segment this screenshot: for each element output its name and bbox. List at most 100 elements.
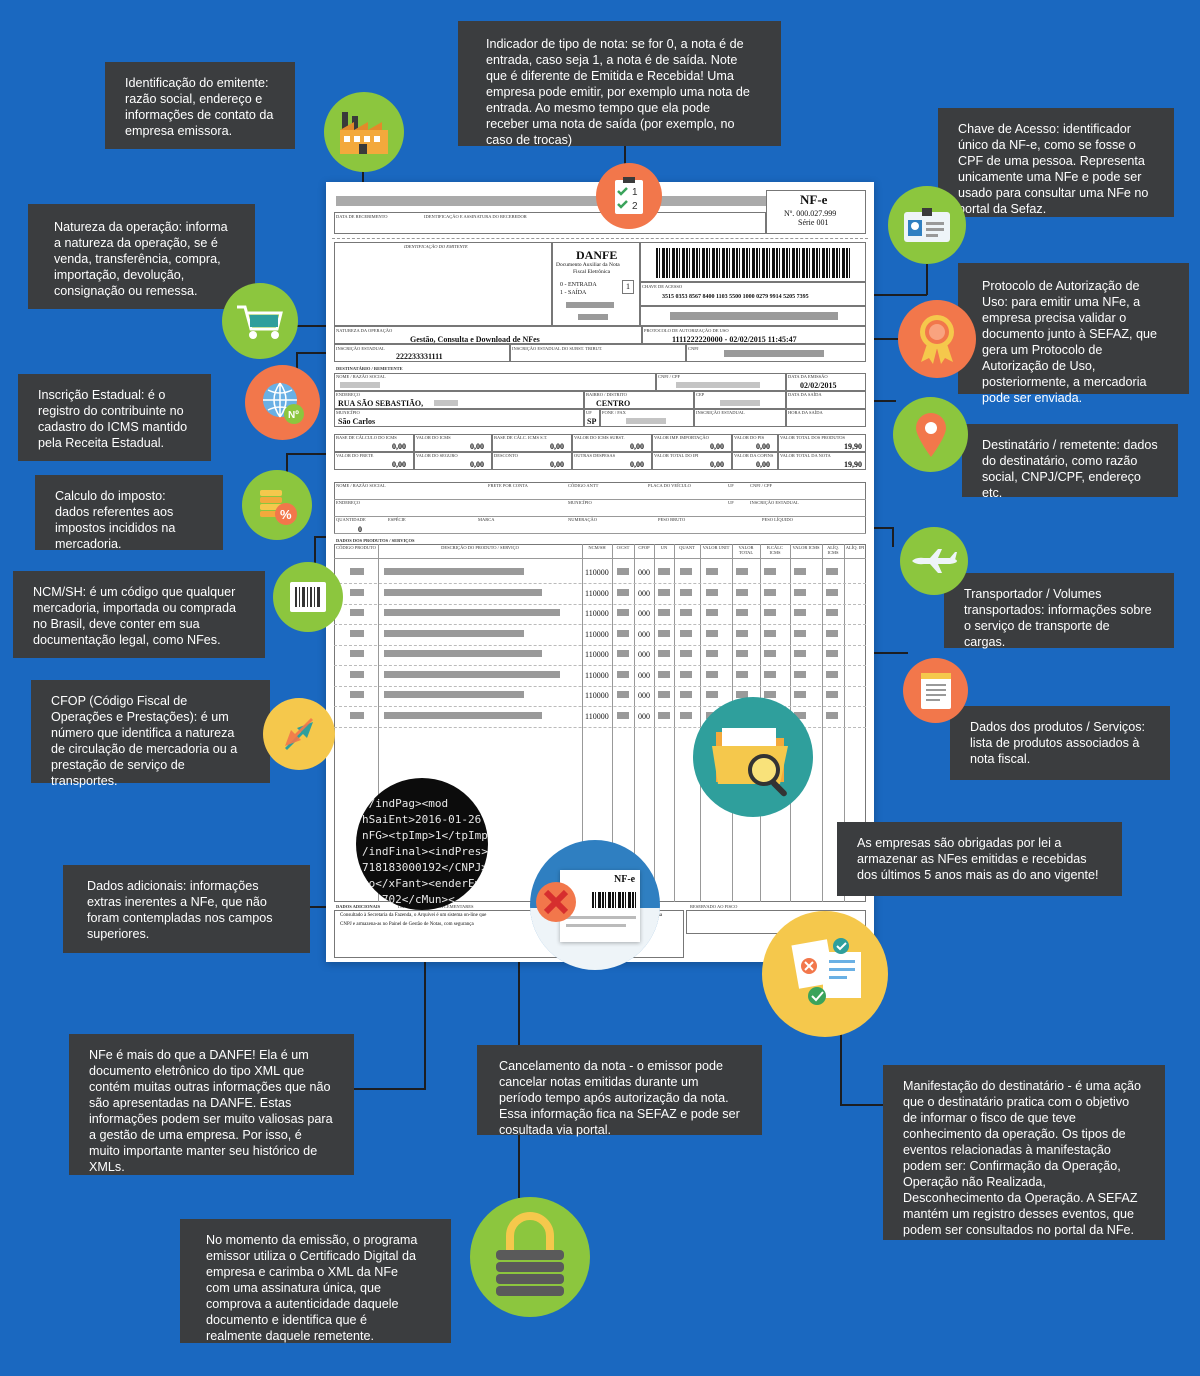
uf-value: SP (587, 417, 597, 426)
notepad-icon (903, 658, 968, 723)
connector-line (855, 294, 927, 296)
transportador-label: PESO LÍQUIDO (762, 517, 793, 522)
data-emissao-label: DATA DA EMISSÃO (788, 374, 828, 379)
ncm-value: 110000 (585, 711, 609, 721)
imposto-cell (572, 452, 652, 470)
transportador-label: FRETE POR CONTA (488, 483, 528, 488)
imposto-value: 0,00 (630, 460, 644, 469)
ncm-value: 110000 (585, 670, 609, 680)
imposto-value: 0,00 (756, 460, 770, 469)
transportador-label: INSCRIÇÃO ESTADUAL (750, 500, 799, 505)
imposto-label: VALOR DO ICMS (416, 435, 451, 440)
barcode-icon (273, 562, 343, 632)
connector-line (866, 400, 896, 402)
imposto-cell (732, 452, 778, 470)
transportador-label: CÓDIGO ANTT (568, 483, 599, 488)
adicionais-header: DADOS ADICIONAIS (336, 904, 381, 909)
table-row (334, 646, 866, 666)
table-column-header: UN (660, 545, 668, 550)
imposto-value: 0,00 (550, 442, 564, 451)
cfop-value: 000 (638, 670, 650, 680)
connector-line (354, 1088, 426, 1090)
imposto-cell (414, 434, 492, 452)
callout-ncm: NCM/SH: é um código que qualquer mercado… (13, 571, 265, 658)
connector-line (424, 880, 426, 1090)
callout-manifestacao: Manifestação do destinatário - é uma açã… (883, 1065, 1165, 1240)
ie-value: 222233331111 (396, 352, 443, 361)
xml-line: 718183000192</CNPJ>< (362, 861, 488, 874)
seal-icon (898, 300, 976, 378)
close-icon (536, 882, 576, 922)
transportador-label: UF (728, 483, 734, 488)
arrows-icon (263, 698, 335, 770)
callout-inscricao: Inscrição Estadual: é o registro do cont… (18, 374, 211, 461)
imposto-value: 0,00 (756, 442, 770, 451)
transportador-label: MUNICÍPIO (568, 500, 592, 505)
svg-text:Nº: Nº (288, 410, 299, 421)
imposto-cell (334, 434, 414, 452)
table-row (334, 708, 866, 728)
xml-line: hSaiEnt>2016-01-26 (362, 813, 482, 826)
transportador-label: UF (728, 500, 734, 505)
quantidade-value: 0 (358, 525, 362, 534)
cart-icon (222, 283, 298, 359)
table-row (334, 626, 866, 646)
table-row (334, 687, 866, 707)
adicionais-text-1: Consultado à Secretaria da Fazenda, o Ar… (340, 913, 487, 918)
svg-text:1: 1 (632, 187, 638, 198)
imposto-label: VALOR DO ICMS SUBST. (574, 435, 625, 440)
imposto-cell (778, 452, 866, 470)
imposto-value: 0,00 (470, 460, 484, 469)
ie2-label: INSCRIÇÃO ESTADUAL (696, 410, 745, 415)
cep-label: CEP (696, 392, 705, 397)
transportador-label: ESPÉCIE (388, 517, 406, 522)
documents-icon (762, 911, 888, 1037)
table-column-header: CÓDIGO PRODUTO (336, 545, 376, 550)
chave-value: 3515 0353 8567 8400 1103 5500 1000 0279 … (662, 294, 809, 300)
nfe-serie: Série 001 (798, 218, 829, 227)
transportador-label: PESO BRUTO (658, 517, 686, 522)
imposto-cell (652, 452, 732, 470)
table-column-header: QUANT (679, 545, 695, 550)
ncm-value: 110000 (585, 609, 609, 618)
table-column-header: ALÍQ. IPI (845, 545, 865, 550)
imposto-value: 0,00 (710, 442, 724, 451)
imposto-cell (652, 434, 732, 452)
natureza-value: Gestão, Consulta e Download de NFes (410, 335, 540, 344)
imposto-label: VALOR DO FRETE (336, 453, 374, 458)
imposto-cell (492, 452, 572, 470)
table-column-header: NCM/SH (588, 545, 606, 550)
callout-emitente: Identificação do emitente: razão social,… (105, 62, 295, 149)
municipio-value: São Carlos (338, 417, 376, 426)
connector-line (854, 338, 904, 340)
nfe-number: Nº. 000.027.999 (784, 209, 837, 218)
danfe-subtitle-1: Documento Auxiliar da Nota (556, 262, 620, 268)
connector-line (864, 527, 894, 529)
ncm-value: 110000 (585, 629, 609, 639)
xml-line: nFG><tpImp>1</tpImp> (362, 829, 488, 842)
cfop-value: 000 (638, 609, 650, 618)
endereco-label: ENDEREÇO (336, 392, 360, 397)
connector-line (314, 536, 316, 572)
fone-label: FONE / FAX (602, 410, 626, 415)
municipio-label: MUNICÍPIO (336, 410, 360, 415)
assinatura-label: IDENTIFICAÇÃO E ASSINATURA DO RECEBEDOR (424, 214, 527, 219)
entrada-label: 0 - ENTRADA (560, 282, 597, 288)
imposto-value: 19,90 (844, 460, 862, 469)
transportador-label: MARCA (478, 517, 495, 522)
cnpj-label: CNPJ (688, 346, 699, 351)
imposto-value: 19,90 (844, 442, 862, 451)
natureza-label: NATUREZA DA OPERAÇÃO (336, 328, 393, 333)
danfe-subtitle-2: Fiscal Eletrônica (573, 269, 611, 275)
table-column-header: O/CST (616, 545, 630, 550)
connector-line (286, 453, 288, 478)
callout-armazenar: As empresas são obrigadas por lei a arma… (837, 822, 1122, 896)
imposto-cell (414, 452, 492, 470)
cfop-value: 000 (638, 650, 650, 659)
xml-code-circle: </indPag><mod hSaiEnt>2016-01-26 nFG><tpIm… (356, 778, 488, 910)
imposto-cell (732, 434, 778, 452)
xml-line: /indFinal><indPres>2 (362, 845, 488, 858)
imposto-label: VALOR TOTAL DOS PRODUTOS (780, 435, 846, 440)
uf-label: UF (586, 410, 592, 415)
